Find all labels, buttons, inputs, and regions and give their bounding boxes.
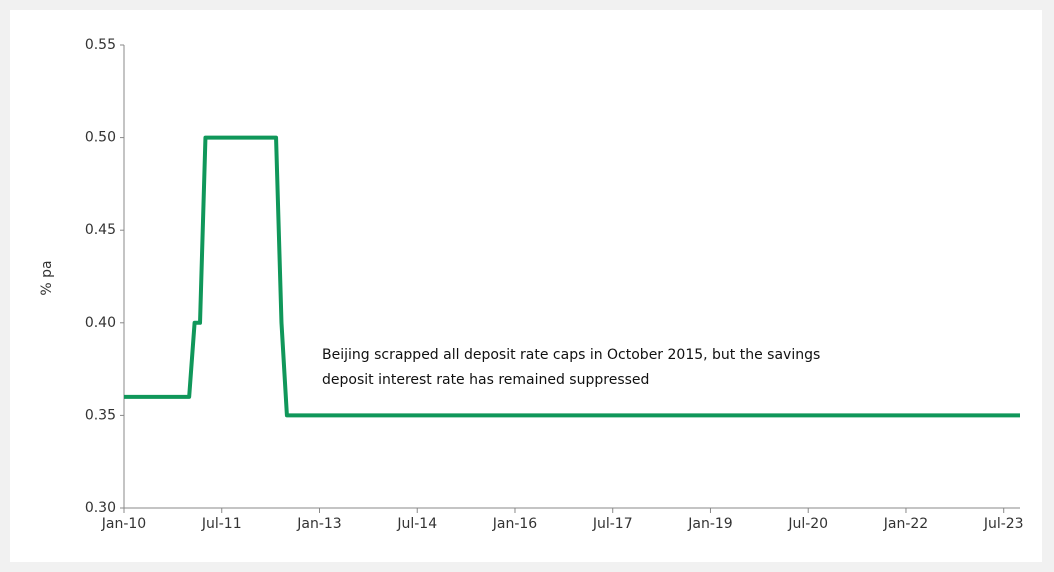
x-tick-label: Jul-17	[592, 516, 633, 532]
panel	[10, 10, 1042, 562]
x-tick-label: Jan-13	[296, 516, 341, 532]
y-tick-label: 0.30	[85, 500, 116, 516]
x-tick-label: Jan-19	[687, 516, 732, 532]
x-tick-label: Jan-10	[101, 516, 146, 532]
x-tick-label: Jul-14	[396, 516, 437, 532]
y-tick-label: 0.40	[85, 315, 116, 331]
line	[124, 135, 1020, 418]
annotation: deposit interest rate has remained suppr…	[322, 372, 649, 388]
x-tick-label: Jul-11	[201, 516, 242, 532]
x-tick-label: Jan-22	[883, 516, 928, 532]
x-tick-label: Jul-23	[983, 516, 1024, 532]
y-axis-label: % pa	[39, 260, 55, 295]
x-tick-label: Jul-20	[787, 516, 828, 532]
y-tick-label: 0.55	[85, 37, 116, 53]
x-tick-label: Jan-16	[492, 516, 538, 532]
y-tick-label: 0.45	[85, 222, 116, 238]
y-tick-label: 0.35	[85, 407, 116, 423]
y-tick-label: 0.50	[85, 130, 116, 146]
annotation: Beijing scrapped all deposit rate caps i…	[322, 347, 820, 363]
